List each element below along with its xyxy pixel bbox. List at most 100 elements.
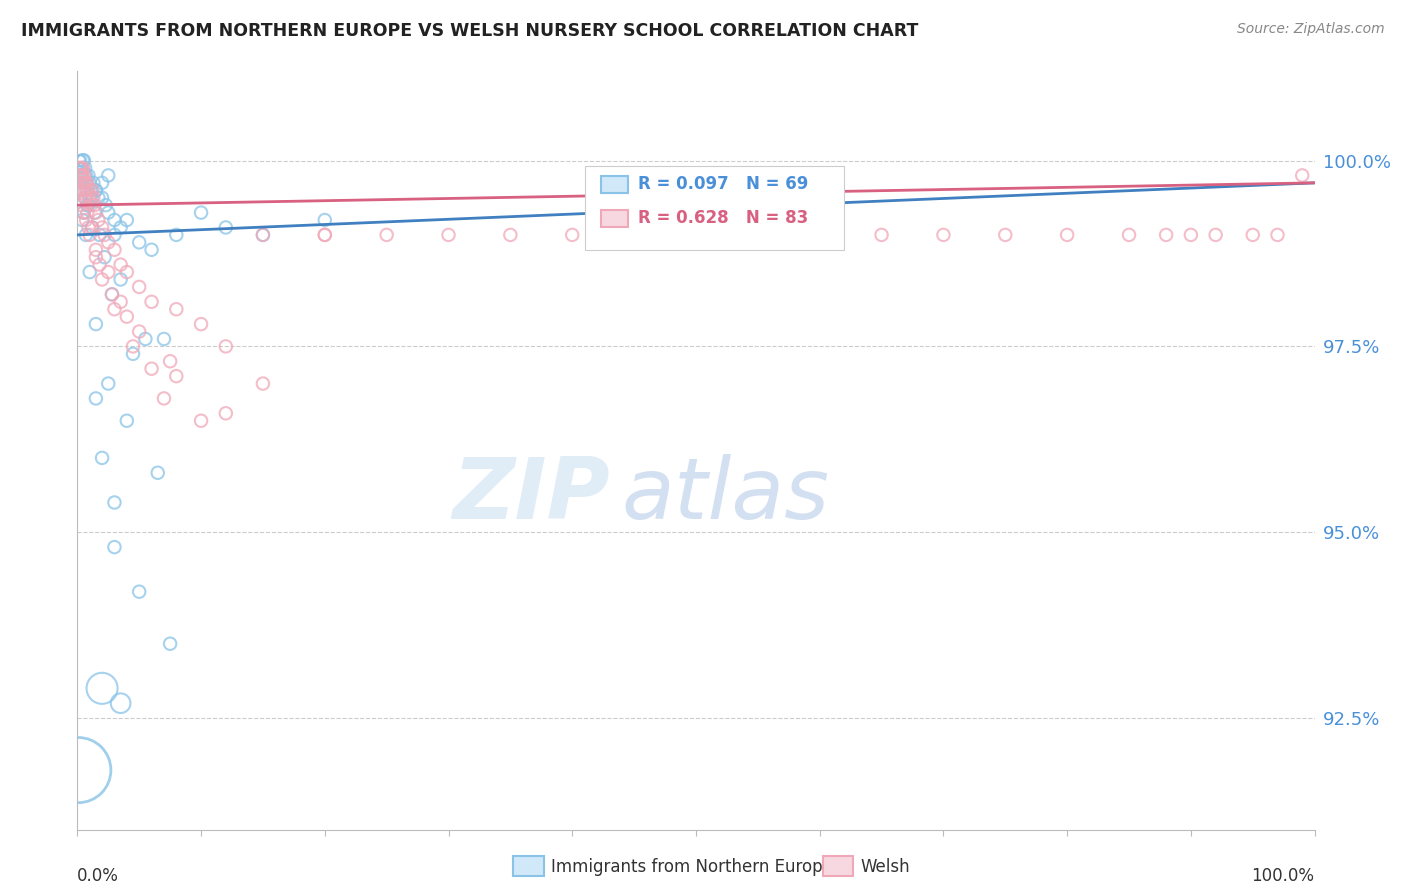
FancyBboxPatch shape [585, 166, 845, 250]
Point [110, 696, 132, 710]
Point [1241, 227, 1264, 242]
Point [115, 310, 138, 324]
Point [82, 176, 104, 190]
Point [84, 243, 107, 257]
Point [128, 235, 150, 250]
Text: ZIP: ZIP [451, 454, 609, 538]
Point [91, 450, 114, 465]
Point [159, 354, 181, 368]
Point [110, 272, 132, 286]
Point [314, 213, 336, 227]
Point [252, 227, 274, 242]
Point [70, 176, 93, 190]
Point [1267, 227, 1289, 242]
Point [73, 191, 96, 205]
Point [128, 325, 150, 339]
Point [190, 205, 212, 219]
Point [103, 540, 125, 554]
Point [72, 205, 94, 219]
Point [437, 227, 460, 242]
Point [932, 227, 955, 242]
Point [82, 191, 104, 205]
Point [685, 198, 707, 212]
Point [70, 161, 93, 175]
Point [215, 220, 238, 235]
Point [75, 169, 97, 183]
Point [97, 265, 120, 279]
Point [1118, 227, 1140, 242]
Point [103, 302, 125, 317]
Point [82, 183, 104, 197]
Point [77, 183, 100, 197]
Point [82, 220, 104, 235]
Point [91, 191, 114, 205]
Point [72, 161, 94, 175]
Point [76, 176, 98, 190]
Point [73, 161, 96, 175]
Point [82, 191, 104, 205]
Point [94, 198, 117, 212]
Point [93, 227, 115, 242]
Point [1056, 227, 1078, 242]
Point [134, 332, 156, 346]
Point [83, 205, 105, 219]
Point [84, 205, 107, 219]
Point [79, 191, 101, 205]
Point [67, 161, 90, 175]
Point [122, 339, 145, 353]
Point [215, 406, 238, 420]
Point [84, 392, 107, 406]
Point [1180, 227, 1202, 242]
Point [82, 220, 104, 235]
Point [141, 243, 163, 257]
Point [97, 235, 120, 250]
Point [72, 153, 94, 168]
Point [72, 153, 94, 168]
Point [101, 287, 124, 301]
Point [84, 317, 107, 331]
Point [89, 258, 111, 272]
Point [101, 287, 124, 301]
Point [72, 169, 94, 183]
Point [252, 376, 274, 391]
Point [84, 250, 107, 264]
Point [561, 227, 583, 242]
Point [72, 183, 94, 197]
Point [70, 198, 93, 212]
Point [103, 243, 125, 257]
Point [76, 183, 98, 197]
Point [72, 176, 94, 190]
Point [685, 227, 707, 242]
Point [80, 183, 103, 197]
Point [69, 169, 91, 183]
Point [76, 205, 98, 219]
Point [146, 466, 169, 480]
Point [97, 376, 120, 391]
Bar [600, 176, 628, 193]
Point [1154, 227, 1177, 242]
Point [103, 227, 125, 242]
Point [747, 227, 769, 242]
Point [89, 227, 111, 242]
Point [72, 213, 94, 227]
Point [165, 302, 187, 317]
Point [103, 213, 125, 227]
Point [115, 213, 138, 227]
Point [1291, 169, 1313, 183]
Point [314, 227, 336, 242]
Point [76, 183, 98, 197]
Point [91, 176, 114, 190]
Point [69, 169, 91, 183]
Point [110, 258, 132, 272]
Point [79, 227, 101, 242]
Point [69, 153, 91, 168]
Point [153, 332, 176, 346]
Point [91, 272, 114, 286]
Point [165, 227, 187, 242]
Point [79, 176, 101, 190]
Point [75, 176, 97, 190]
Point [75, 191, 97, 205]
Point [73, 191, 96, 205]
Point [80, 198, 103, 212]
Point [73, 169, 96, 183]
